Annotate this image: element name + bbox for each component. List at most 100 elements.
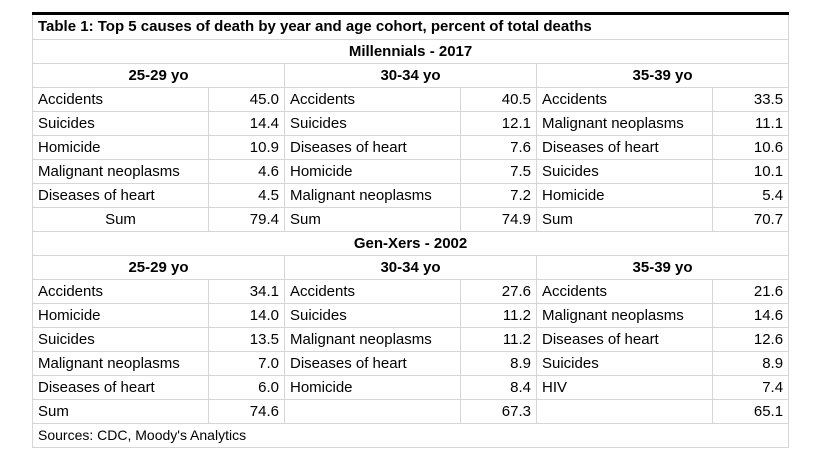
value-cell: 12.1 xyxy=(460,111,537,136)
value-cell: 10.6 xyxy=(711,135,790,160)
section-header-row-millennials: Millennials - 2017 xyxy=(31,39,790,64)
sum-value-cell: 74.6 xyxy=(208,399,285,424)
cause-cell: Suicides xyxy=(536,159,713,184)
value-cell: 14.0 xyxy=(208,303,285,328)
table-row: Diseases of heart 4.5 Malignant neoplasm… xyxy=(32,183,790,208)
cohort-header-25-29: 25-29 yo xyxy=(32,255,285,280)
sum-label-cell: Sum xyxy=(32,207,209,232)
cause-cell: Homicide xyxy=(284,375,461,400)
cause-cell: Malignant neoplasms xyxy=(536,111,713,136)
table-row: Accidents 45.0 Accidents 40.5 Accidents … xyxy=(32,87,790,112)
cause-cell: Malignant neoplasms xyxy=(32,351,209,376)
sum-label-cell: Sum xyxy=(32,399,209,424)
value-cell: 7.4 xyxy=(711,375,790,400)
title-row: Table 1: Top 5 causes of death by year a… xyxy=(31,13,790,40)
value-cell: 8.9 xyxy=(711,351,790,376)
cause-cell: HIV xyxy=(536,375,713,400)
table-row: Suicides 14.4 Suicides 12.1 Malignant ne… xyxy=(32,111,790,136)
sum-value-cell: 67.3 xyxy=(460,399,537,424)
section-header-millennials: Millennials - 2017 xyxy=(31,39,790,64)
sum-value-cell: 74.9 xyxy=(460,207,537,232)
value-cell: 27.6 xyxy=(460,279,537,304)
value-cell: 10.1 xyxy=(711,159,790,184)
value-cell: 5.4 xyxy=(711,183,790,208)
table-title: Table 1: Top 5 causes of death by year a… xyxy=(31,13,790,40)
value-cell: 11.1 xyxy=(711,111,790,136)
cause-cell: Homicide xyxy=(32,135,209,160)
cause-cell: Malignant neoplasms xyxy=(536,303,713,328)
value-cell: 4.6 xyxy=(208,159,285,184)
value-cell: 34.1 xyxy=(208,279,285,304)
value-cell: 21.6 xyxy=(711,279,790,304)
cause-cell: Diseases of heart xyxy=(284,135,461,160)
cause-cell: Suicides xyxy=(536,351,713,376)
value-cell: 7.6 xyxy=(460,135,537,160)
cause-cell: Accidents xyxy=(536,279,713,304)
value-cell: 33.5 xyxy=(711,87,790,112)
cohort-header-row: 25-29 yo 30-34 yo 35-39 yo xyxy=(32,255,790,280)
table-row: Malignant neoplasms 4.6 Homicide 7.5 Sui… xyxy=(32,159,790,184)
sum-value-cell: 65.1 xyxy=(711,399,790,424)
value-cell: 14.6 xyxy=(711,303,790,328)
table-row: Homicide 14.0 Suicides 11.2 Malignant ne… xyxy=(32,303,790,328)
cohort-header-35-39: 35-39 yo xyxy=(535,63,790,88)
value-cell: 8.9 xyxy=(460,351,537,376)
cause-cell: Accidents xyxy=(32,279,209,304)
value-cell: 11.2 xyxy=(460,327,537,352)
value-cell: 7.0 xyxy=(208,351,285,376)
cause-cell: Homicide xyxy=(536,183,713,208)
value-cell: 7.2 xyxy=(460,183,537,208)
sources-row: Sources: CDC, Moody's Analytics xyxy=(31,423,790,448)
cohort-header-25-29: 25-29 yo xyxy=(32,63,285,88)
causes-of-death-table: Table 1: Top 5 causes of death by year a… xyxy=(31,12,790,448)
cause-cell: Suicides xyxy=(284,111,461,136)
table-row: Diseases of heart 6.0 Homicide 8.4 HIV 7… xyxy=(32,375,790,400)
value-cell: 14.4 xyxy=(208,111,285,136)
value-cell: 13.5 xyxy=(208,327,285,352)
sum-value-cell: 79.4 xyxy=(208,207,285,232)
cause-cell: Accidents xyxy=(536,87,713,112)
cause-cell: Accidents xyxy=(284,87,461,112)
table-row: Homicide 10.9 Diseases of heart 7.6 Dise… xyxy=(32,135,790,160)
cause-cell: Diseases of heart xyxy=(284,351,461,376)
sum-row: Sum 79.4 Sum 74.9 Sum 70.7 xyxy=(32,207,790,232)
sum-label-cell: Sum xyxy=(536,207,713,232)
value-cell: 4.5 xyxy=(208,183,285,208)
section-header-row-genxers: Gen-Xers - 2002 xyxy=(31,231,790,256)
cohort-header-30-34: 30-34 yo xyxy=(284,63,537,88)
value-cell: 7.5 xyxy=(460,159,537,184)
table-row: Accidents 34.1 Accidents 27.6 Accidents … xyxy=(32,279,790,304)
cause-cell: Malignant neoplasms xyxy=(284,183,461,208)
cause-cell: Accidents xyxy=(284,279,461,304)
value-cell: 11.2 xyxy=(460,303,537,328)
section-header-genxers: Gen-Xers - 2002 xyxy=(31,231,790,256)
cause-cell: Malignant neoplasms xyxy=(32,159,209,184)
cause-cell: Diseases of heart xyxy=(536,135,713,160)
cause-cell: Diseases of heart xyxy=(32,183,209,208)
value-cell: 6.0 xyxy=(208,375,285,400)
value-cell: 12.6 xyxy=(711,327,790,352)
sum-value-cell: 70.7 xyxy=(711,207,790,232)
cause-cell: Malignant neoplasms xyxy=(284,327,461,352)
cause-cell: Diseases of heart xyxy=(32,375,209,400)
sum-label-cell xyxy=(536,399,713,424)
table-row: Suicides 13.5 Malignant neoplasms 11.2 D… xyxy=(32,327,790,352)
sum-row: Sum 74.6 67.3 65.1 xyxy=(32,399,790,424)
cause-cell: Suicides xyxy=(32,327,209,352)
sum-label-cell xyxy=(284,399,461,424)
value-cell: 40.5 xyxy=(460,87,537,112)
cause-cell: Accidents xyxy=(32,87,209,112)
cause-cell: Suicides xyxy=(284,303,461,328)
table-row: Malignant neoplasms 7.0 Diseases of hear… xyxy=(32,351,790,376)
sources-note: Sources: CDC, Moody's Analytics xyxy=(31,423,790,448)
cause-cell: Diseases of heart xyxy=(536,327,713,352)
cause-cell: Suicides xyxy=(32,111,209,136)
cohort-header-row: 25-29 yo 30-34 yo 35-39 yo xyxy=(32,63,790,88)
sum-label-cell: Sum xyxy=(284,207,461,232)
value-cell: 45.0 xyxy=(208,87,285,112)
cause-cell: Homicide xyxy=(284,159,461,184)
value-cell: 10.9 xyxy=(208,135,285,160)
cause-cell: Homicide xyxy=(32,303,209,328)
cohort-header-30-34: 30-34 yo xyxy=(284,255,537,280)
